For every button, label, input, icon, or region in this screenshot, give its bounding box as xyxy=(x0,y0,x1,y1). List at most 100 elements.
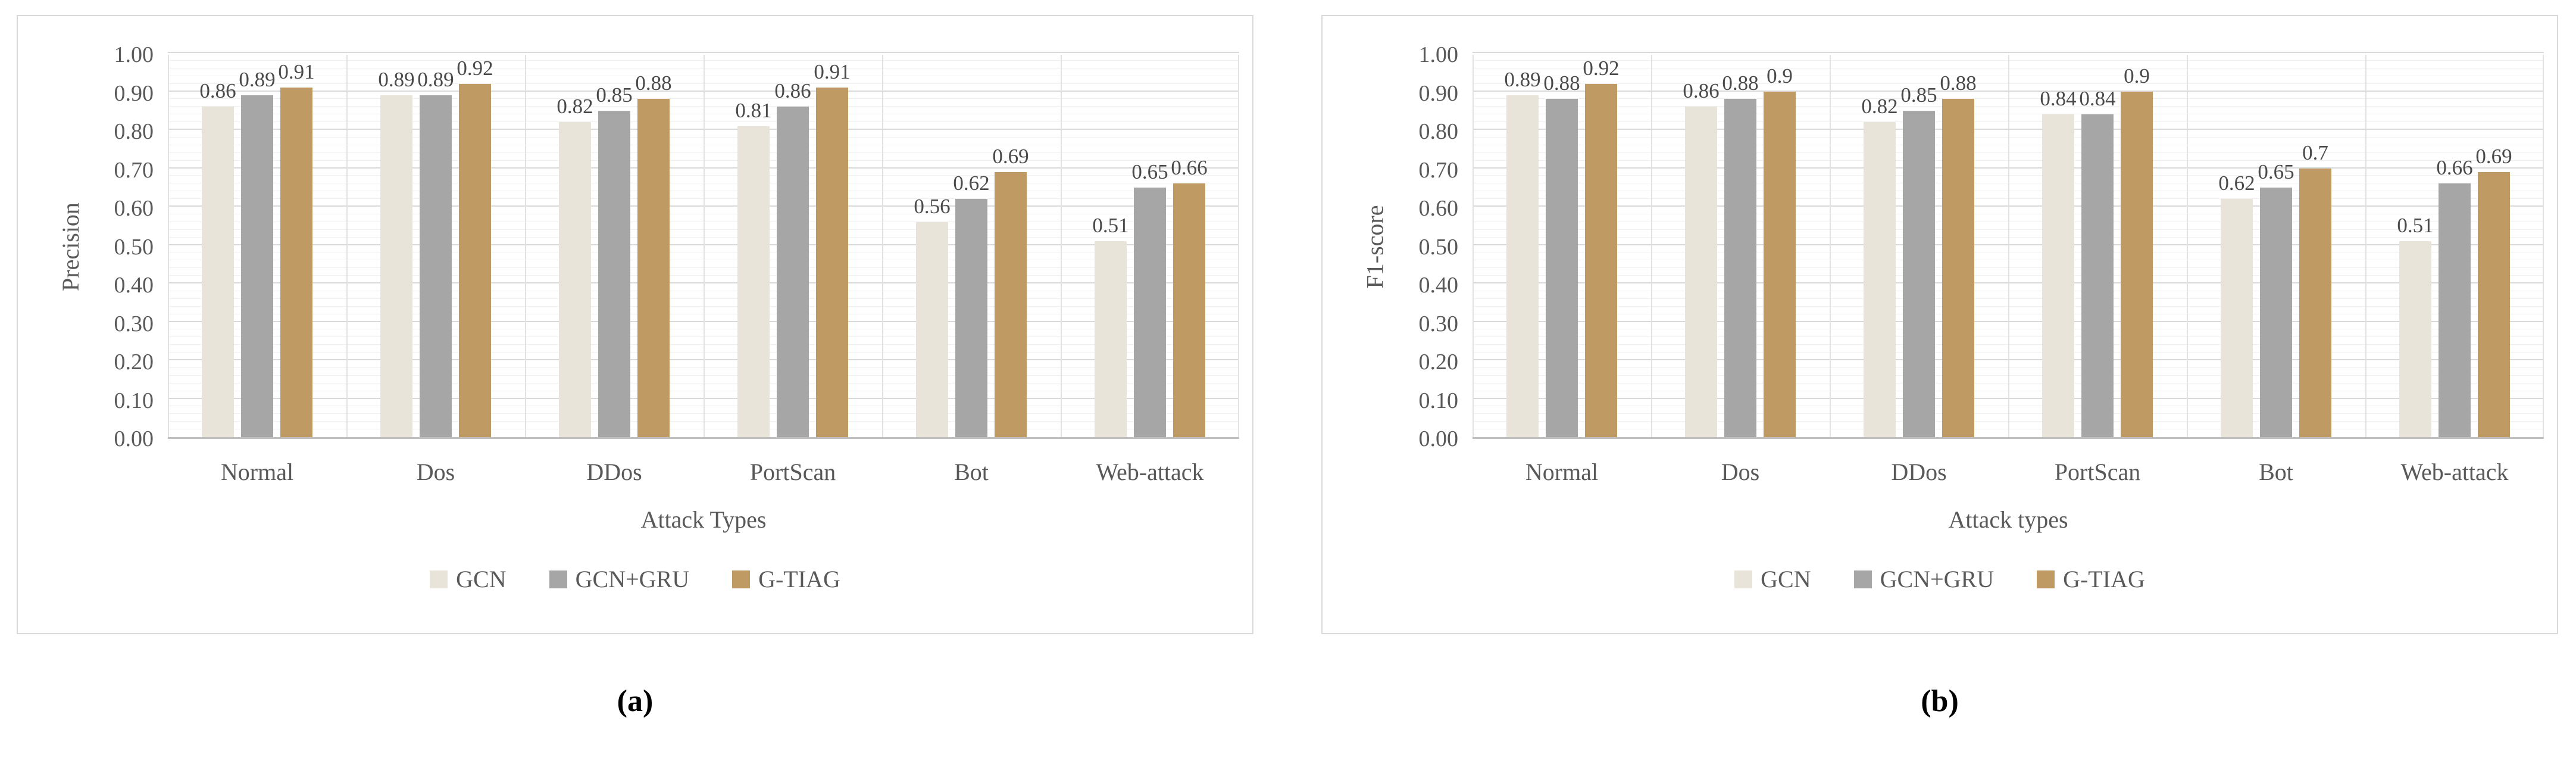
bar-value-label: 0.62 xyxy=(953,172,990,195)
x-axis-labels: Normal Dos DDos PortScan Bot Web-attack xyxy=(168,458,1239,488)
bar-gcn: 0.89 xyxy=(378,68,415,437)
gridline-vertical xyxy=(1238,55,1239,437)
bar-value-label: 0.91 xyxy=(278,60,315,84)
gridline-vertical xyxy=(2187,55,2188,437)
bar-value-label: 0.65 xyxy=(2258,160,2294,183)
bar-value-label: 0.85 xyxy=(1900,83,1937,107)
bar-group: 0.89 0.88 0.92 xyxy=(1473,53,1651,437)
bar-value-label: 0.66 xyxy=(1171,156,1208,180)
caption-a: (a) xyxy=(617,684,654,718)
bar-g-tiag: 0.88 xyxy=(1940,71,1977,437)
x-axis-title: Attack types xyxy=(1948,506,2068,533)
y-tick-label: 0.80 xyxy=(114,119,154,144)
y-tick-label: 1.00 xyxy=(114,42,154,67)
x-category-label: Bot xyxy=(2259,459,2293,485)
bar-g-tiag: 0.69 xyxy=(2475,145,2512,437)
x-axis-title: Attack Types xyxy=(640,506,767,533)
bar-value-label: 0.81 xyxy=(735,98,772,122)
gridline-vertical xyxy=(1061,55,1062,437)
legend-label: GCN xyxy=(456,566,507,593)
f1-score-chart-panel: F1-score 0.00 0.10 0.20 0.30 0.40 0.50 0.60 0.7… xyxy=(1321,15,2558,634)
caption-row: (a) (b) xyxy=(17,684,2558,719)
y-axis-ticks: 0.00 0.10 0.20 0.30 0.40 0.50 0.60 0.70 0.80 0.90… xyxy=(18,42,154,451)
bar-gcn+gru: 0.89 xyxy=(417,68,454,437)
bar-group: 0.86 0.88 0.9 xyxy=(1651,53,1830,437)
y-axis-ticks: 0.00 0.10 0.20 0.30 0.40 0.50 0.60 0.70 0.80 0.90… xyxy=(1323,42,1459,451)
bar-g-tiag: 0.66 xyxy=(1171,156,1208,437)
bar-gcn+gru: 0.65 xyxy=(2258,160,2294,437)
bar-gcn: 0.86 xyxy=(199,79,236,437)
bar-value-label: 0.88 xyxy=(1940,71,1977,95)
bar-group: 0.81 0.86 0.91 xyxy=(704,53,882,437)
y-tick-label: 0.30 xyxy=(1418,311,1459,336)
bar-group: 0.86 0.89 0.91 xyxy=(168,53,346,437)
bar-value-label: 0.84 xyxy=(2079,87,2116,111)
legend-item-gcn: GCN xyxy=(430,565,507,593)
y-tick-label: 1.00 xyxy=(1418,42,1459,67)
bar-g-tiag: 0.92 xyxy=(457,57,493,437)
bar-gcn: 0.84 xyxy=(2040,87,2077,437)
bar-gcn+gru: 0.88 xyxy=(1543,71,1580,437)
bar-value-label: 0.9 xyxy=(2124,64,2150,88)
gridline-vertical xyxy=(1651,55,1652,437)
bar-gcn+gru: 0.66 xyxy=(2436,156,2473,437)
bar-value-label: 0.69 xyxy=(992,144,1029,168)
caption-b: (b) xyxy=(1921,684,1959,718)
legend: GCN GCN+GRU G-TIAG xyxy=(1323,565,2557,593)
gridline-vertical xyxy=(2008,55,2009,437)
y-tick-label: 0.90 xyxy=(1418,80,1459,106)
bar-group: 0.56 0.62 0.69 xyxy=(882,53,1061,437)
gridline-vertical xyxy=(1473,55,1474,437)
legend-item-g-tiag: G-TIAG xyxy=(2037,565,2145,593)
y-tick-label: 0.70 xyxy=(114,157,154,183)
gridline-vertical xyxy=(704,55,705,437)
bar-group: 0.84 0.84 0.9 xyxy=(2008,53,2187,437)
bar-value-label: 0.91 xyxy=(814,60,851,84)
bar-group: 0.82 0.85 0.88 xyxy=(1830,53,2008,437)
bar-gcn+gru: 0.85 xyxy=(596,83,633,437)
y-tick-label: 0.60 xyxy=(114,196,154,221)
bar-value-label: 0.84 xyxy=(2040,87,2077,111)
legend-label: GCN xyxy=(1761,566,1811,593)
gridline-vertical xyxy=(2365,55,2366,437)
legend-swatch xyxy=(549,570,567,588)
bar-g-tiag: 0.92 xyxy=(1583,57,1620,437)
y-tick-label: 0.20 xyxy=(114,350,154,375)
y-tick-label: 0.10 xyxy=(114,388,154,413)
bar-value-label: 0.88 xyxy=(1722,71,1759,95)
y-tick-label: 0.20 xyxy=(1418,350,1459,375)
bar-value-label: 0.89 xyxy=(1504,67,1541,91)
bar-gcn: 0.62 xyxy=(2218,172,2255,437)
x-axis-labels: Normal Dos DDos PortScan Bot Web-attack xyxy=(1473,458,2544,488)
bar-gcn: 0.89 xyxy=(1504,68,1541,437)
legend-swatch xyxy=(732,570,751,588)
bar-gcn+gru: 0.85 xyxy=(1900,83,1937,437)
legend-label: GCN+GRU xyxy=(1880,566,1994,593)
y-tick-label: 0.40 xyxy=(114,273,154,298)
x-category-label: Bot xyxy=(954,459,989,485)
bar-value-label: 0.51 xyxy=(2397,214,2434,238)
y-tick-label: 0.10 xyxy=(1418,388,1459,413)
bar-value-label: 0.62 xyxy=(2218,172,2255,195)
bar-g-tiag: 0.69 xyxy=(992,145,1029,437)
bar-g-tiag: 0.91 xyxy=(278,60,315,437)
figure-row: Precision 0.00 0.10 0.20 0.30 0.40 0.50 0.60 0.… xyxy=(17,15,2558,634)
precision-chart-panel: Precision 0.00 0.10 0.20 0.30 0.40 0.50 0.60 0.… xyxy=(17,15,1253,634)
bar-value-label: 0.92 xyxy=(457,56,493,80)
bar-value-label: 0.88 xyxy=(635,71,672,95)
plot-area: 0.89 0.88 0.92 0.86 0.88 0.9 0.82 0.85 0.88 0.84 0… xyxy=(1473,52,2544,439)
bar-gcn: 0.51 xyxy=(2397,214,2434,437)
bar-value-label: 0.92 xyxy=(1583,56,1620,80)
legend-label: G-TIAG xyxy=(758,566,840,593)
y-tick-label: 0.60 xyxy=(1418,196,1459,221)
bar-gcn: 0.86 xyxy=(1683,79,1720,437)
bar-value-label: 0.86 xyxy=(774,79,811,103)
gridline-horizontal xyxy=(168,52,1239,53)
gridline-vertical xyxy=(1830,55,1831,437)
legend-swatch xyxy=(2037,570,2055,588)
x-category-label: PortScan xyxy=(749,459,836,485)
legend-item-g-tiag: G-TIAG xyxy=(732,565,840,593)
gridline-vertical xyxy=(525,55,526,437)
bar-value-label: 0.66 xyxy=(2436,156,2473,180)
x-category-label: Normal xyxy=(220,459,294,485)
